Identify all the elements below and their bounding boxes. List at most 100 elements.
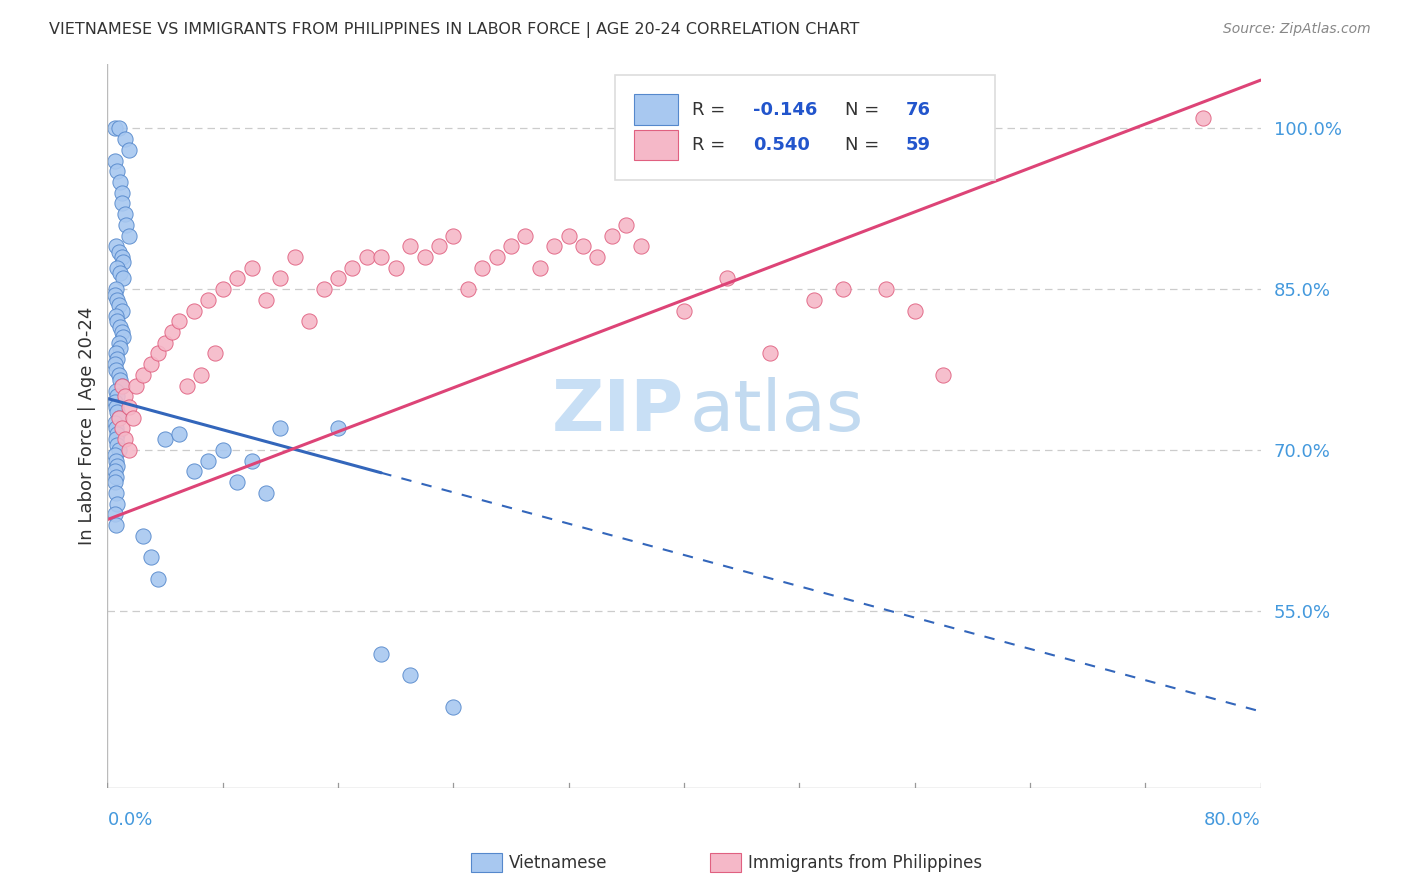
Point	[105, 432, 128, 446]
Text: 0.540: 0.540	[754, 136, 810, 154]
Text: Source: ZipAtlas.com: Source: ZipAtlas.com	[1223, 22, 1371, 37]
Point	[114, 432, 136, 446]
Text: 80.0%: 80.0%	[1204, 811, 1261, 830]
Point	[132, 368, 155, 382]
Text: 76: 76	[905, 101, 931, 119]
Point	[108, 410, 131, 425]
Point	[153, 432, 176, 446]
Point	[111, 196, 134, 211]
Point	[105, 239, 128, 253]
Point	[499, 239, 522, 253]
Point	[162, 325, 184, 339]
Point	[269, 271, 291, 285]
Point	[226, 271, 249, 285]
Point	[125, 378, 148, 392]
Text: VIETNAMESE VS IMMIGRANTS FROM PHILIPPINES IN LABOR FORCE | AGE 20-24 CORRELATION: VIETNAMESE VS IMMIGRANTS FROM PHILIPPINE…	[49, 22, 859, 38]
Point	[240, 453, 263, 467]
Point	[105, 384, 128, 398]
Point	[118, 143, 141, 157]
Point	[105, 309, 128, 323]
Point	[108, 244, 131, 259]
Point	[108, 410, 131, 425]
Point	[110, 373, 132, 387]
Point	[529, 260, 551, 275]
Point	[107, 351, 129, 366]
Point	[298, 314, 321, 328]
Point	[105, 282, 128, 296]
Text: atlas: atlas	[690, 376, 865, 446]
Point	[107, 260, 129, 275]
Text: 59: 59	[905, 136, 931, 154]
Point	[107, 458, 129, 473]
Text: N =: N =	[845, 101, 886, 119]
Point	[240, 260, 263, 275]
Text: Immigrants from Philippines: Immigrants from Philippines	[748, 854, 983, 871]
Point	[370, 647, 392, 661]
Point	[399, 668, 422, 682]
Point	[630, 239, 652, 253]
Point	[114, 389, 136, 403]
Point	[132, 529, 155, 543]
Point	[471, 260, 494, 275]
Point	[105, 400, 128, 414]
Text: N =: N =	[845, 136, 886, 154]
Point	[904, 303, 927, 318]
Point	[399, 239, 422, 253]
Point	[543, 239, 565, 253]
Point	[932, 368, 955, 382]
Point	[204, 346, 226, 360]
Point	[105, 346, 128, 360]
Point	[111, 325, 134, 339]
Point	[427, 239, 450, 253]
Point	[269, 421, 291, 435]
Point	[114, 132, 136, 146]
Point	[190, 368, 212, 382]
Point	[515, 228, 537, 243]
Point	[103, 507, 125, 521]
Point	[103, 121, 125, 136]
Point	[118, 228, 141, 243]
Point	[441, 700, 464, 714]
Point	[139, 357, 162, 371]
Point	[759, 346, 782, 360]
Point	[107, 405, 129, 419]
Text: R =: R =	[692, 101, 731, 119]
Point	[112, 271, 135, 285]
Point	[1192, 111, 1215, 125]
Point	[457, 282, 479, 296]
Point	[600, 228, 623, 243]
Point	[197, 453, 219, 467]
Point	[112, 330, 135, 344]
Point	[107, 437, 129, 451]
Point	[103, 357, 125, 371]
Point	[108, 121, 131, 136]
Point	[105, 469, 128, 483]
Point	[107, 496, 129, 510]
Point	[169, 426, 191, 441]
Point	[115, 218, 138, 232]
Point	[153, 335, 176, 350]
Point	[108, 368, 131, 382]
Point	[103, 287, 125, 301]
Point	[284, 250, 307, 264]
Point	[110, 175, 132, 189]
Point	[108, 298, 131, 312]
Point	[226, 475, 249, 489]
Point	[111, 250, 134, 264]
Point	[103, 464, 125, 478]
Point	[672, 303, 695, 318]
Point	[211, 442, 233, 457]
Point	[107, 314, 129, 328]
Point	[105, 518, 128, 533]
Point	[197, 293, 219, 307]
Text: R =: R =	[692, 136, 731, 154]
Point	[485, 250, 508, 264]
Point	[108, 442, 131, 457]
Point	[384, 260, 406, 275]
Point	[586, 250, 609, 264]
Point	[112, 255, 135, 269]
Point	[110, 266, 132, 280]
Point	[105, 485, 128, 500]
Point	[169, 314, 191, 328]
Point	[107, 293, 129, 307]
